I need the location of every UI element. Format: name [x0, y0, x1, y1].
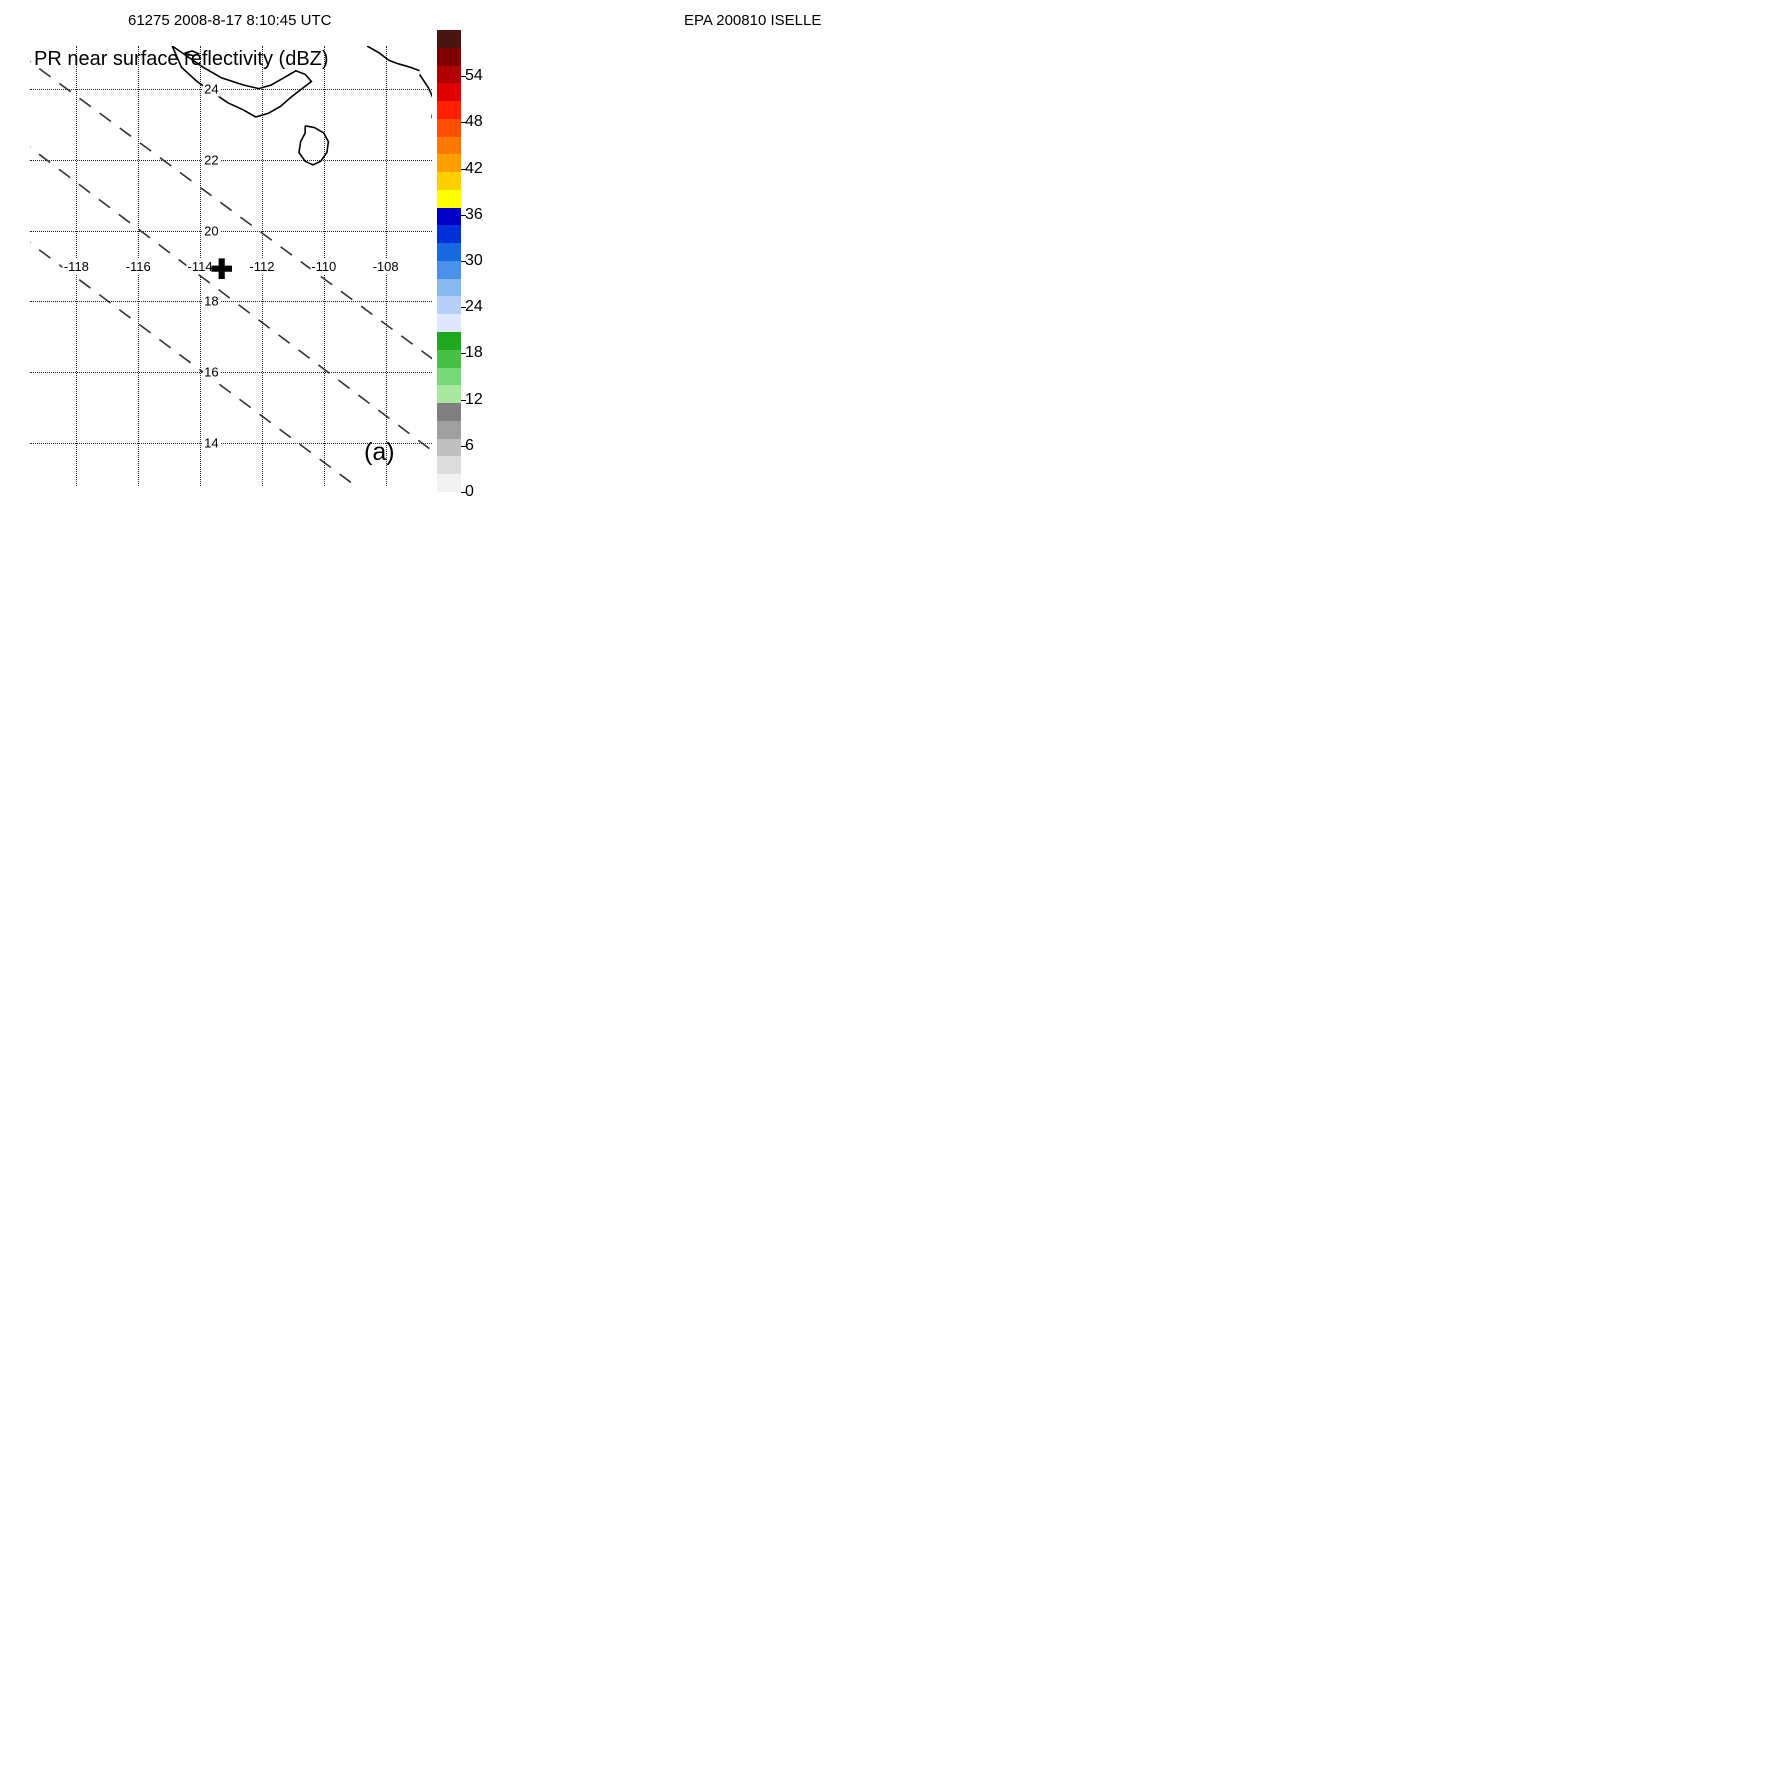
lon-tick-label-1: -116 [124, 258, 152, 274]
colorbar-segment-a-21 [437, 403, 461, 421]
colorbar-segment-a-7 [437, 154, 461, 173]
lat-tick-label-3: 18 [203, 293, 220, 309]
colorbar-segment-a-22 [437, 420, 461, 439]
colorbar-tick-a-3 [461, 214, 466, 216]
colorbar-segment-a-12 [437, 243, 461, 261]
colorbar-label-a-9: 0 [465, 483, 474, 500]
lat-tick-label-0: 24 [203, 81, 220, 97]
colorbar-tick-a-4 [461, 261, 466, 262]
colorbar-label-a-5: 24 [465, 298, 483, 316]
colorbar-label-a-4: 30 [465, 252, 483, 269]
header-left-timestamp: 61275 2008-8-17 8:10:45 UTC [128, 12, 332, 29]
colorbar-segment-a-8 [437, 172, 461, 190]
colorbar-tick-a-8 [461, 445, 466, 447]
colorbar-a [437, 30, 461, 492]
colorbar-tick-a-2 [461, 168, 466, 170]
colorbar-segment-a-18 [437, 349, 461, 368]
lat-tick-label-1: 22 [203, 152, 220, 168]
colorbar-segment-a-10 [437, 207, 461, 226]
colorbar-segment-a-19 [437, 367, 461, 386]
colorbar-segment-a-17 [437, 332, 461, 350]
panel-a: -118 -116 -114 -112 -110 -108 24 22 20 18 16 14 ✚ PR … [12, 18, 572, 553]
colorbar-label-a-6: 18 [465, 344, 483, 362]
lat-tick-label-5: 14 [203, 435, 220, 451]
colorbar-tick-a-9 [461, 492, 466, 493]
colorbar-segment-a-24 [437, 456, 461, 475]
colorbar-segment-a-4 [437, 101, 461, 119]
map-a[interactable]: -118 -116 -114 -112 -110 -108 24 22 20 18 16 14 ✚ [30, 46, 432, 486]
colorbar-label-a-2: 42 [465, 159, 483, 177]
colorbar-label-a-7: 12 [465, 390, 483, 408]
lon-tick-label-3: -112 [248, 258, 276, 274]
panel-title-a: PR near surface reflectivity (dBZ) [34, 48, 329, 70]
colorbar-label-a-1: 48 [465, 113, 483, 131]
colorbar-segment-a-1 [437, 47, 461, 66]
colorbar-segment-a-2 [437, 65, 461, 84]
lon-tick-label-0: -118 [62, 258, 90, 274]
colorbar-tick-a-1 [461, 122, 466, 124]
colorbar-segment-a-0 [437, 30, 461, 48]
colorbar-segment-a-25 [437, 474, 461, 492]
lon-tick-label-5: -108 [371, 258, 400, 274]
colorbar-segment-a-14 [437, 278, 461, 297]
colorbar-segment-a-13 [437, 260, 461, 279]
colorbar-segment-a-5 [437, 118, 461, 137]
header-middle-storm-id: EPA 200810 ISELLE [684, 12, 822, 29]
lat-tick-label-4: 16 [203, 364, 220, 380]
colorbar-segment-a-9 [437, 189, 461, 208]
colorbar-label-a-3: 36 [465, 205, 483, 223]
colorbar-label-a-8: 6 [465, 436, 474, 454]
storm-center-marker: ✚ [210, 254, 234, 285]
colorbar-tick-a-0 [461, 76, 466, 78]
lon-tick-label-4: -110 [310, 258, 338, 274]
colorbar-tick-a-6 [461, 353, 466, 355]
colorbar-segment-a-3 [437, 83, 461, 102]
colorbar-segment-a-16 [437, 314, 461, 333]
lat-tick-label-2: 20 [203, 223, 220, 239]
colorbar-segment-a-11 [437, 225, 461, 244]
colorbar-segment-a-23 [437, 438, 461, 457]
colorbar-tick-a-5 [461, 307, 466, 309]
panel-letter-a: (a) [364, 438, 395, 466]
colorbar-tick-a-7 [461, 399, 466, 401]
colorbar-segment-a-6 [437, 136, 461, 155]
colorbar-label-a-0: 54 [465, 67, 483, 85]
colorbar-segment-a-20 [437, 385, 461, 404]
colorbar-segment-a-15 [437, 296, 461, 315]
